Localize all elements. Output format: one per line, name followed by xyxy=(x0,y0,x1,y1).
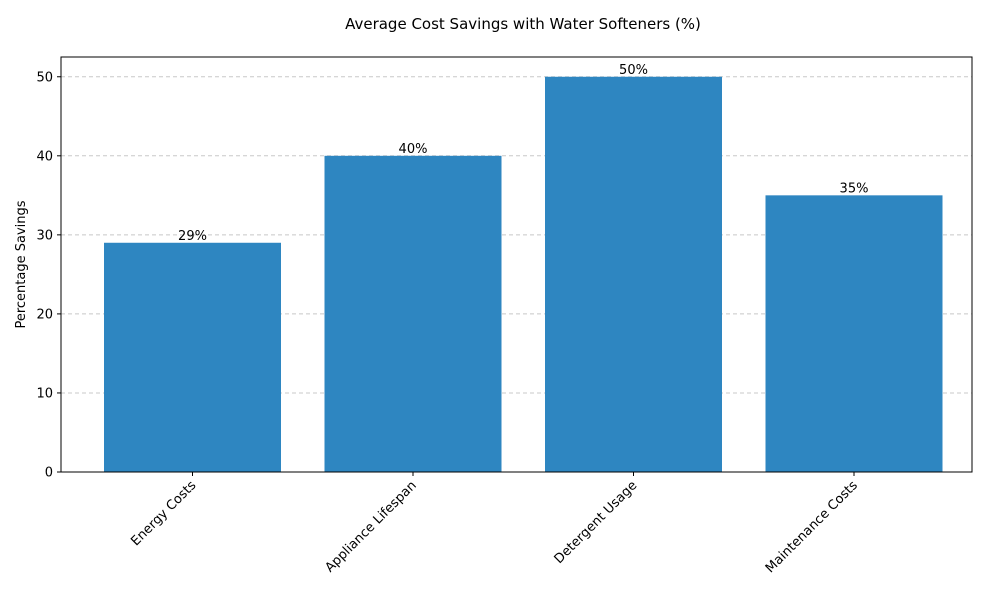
plot-frame xyxy=(60,56,973,473)
data-labels: 29% 40% 50% 35% xyxy=(178,63,868,244)
x-axis: Energy Costs Appliance Lifespan Detergent … xyxy=(128,472,861,576)
x-tick-label: Detergent Usage xyxy=(552,478,641,567)
bar xyxy=(324,155,502,473)
y-tick-label: 40 xyxy=(36,149,53,164)
y-axis-label: Percentage Savings xyxy=(14,200,29,328)
data-label: 29% xyxy=(178,229,207,244)
data-label: 35% xyxy=(840,181,869,196)
y-tick-label: 50 xyxy=(36,70,53,85)
bars xyxy=(104,76,943,473)
y-tick-label: 0 xyxy=(45,466,53,481)
x-tick-label: Maintenance Costs xyxy=(763,478,861,576)
y-axis: 0 10 20 30 40 50 xyxy=(36,70,61,481)
y-tick-label: 30 xyxy=(36,228,53,243)
chart-title: Average Cost Savings with Water Softener… xyxy=(345,15,701,33)
bar xyxy=(765,195,943,473)
x-tick-label: Energy Costs xyxy=(128,478,199,549)
x-tick-label: Appliance Lifespan xyxy=(322,478,419,575)
data-label: 40% xyxy=(399,142,428,157)
bar xyxy=(545,76,722,472)
bar xyxy=(104,242,281,472)
data-label: 50% xyxy=(619,63,648,78)
y-tick-label: 10 xyxy=(36,386,53,401)
y-tick-label: 20 xyxy=(36,307,53,322)
